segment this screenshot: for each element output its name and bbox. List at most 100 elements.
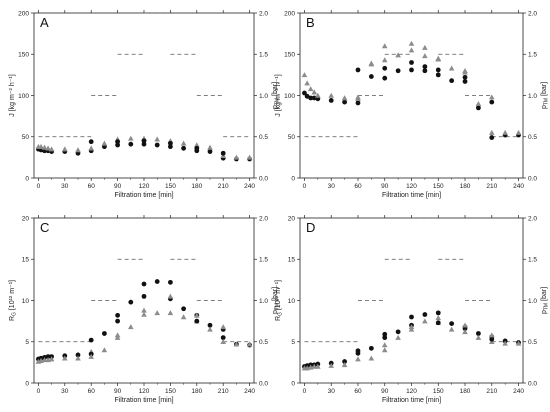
y-tick-label: 10 [288,298,296,305]
data-point-triangle [246,154,253,160]
x-tick-label: 240 [513,388,524,395]
data-point-triangle [220,338,226,344]
x-tick-label: 180 [460,388,471,395]
right-tick-label: 1.5 [259,257,268,264]
x-tick-label: 60 [88,388,96,395]
right-tick-label: 2.0 [528,10,537,17]
data-point-triangle [475,100,482,106]
y-tick-label: 100 [18,93,29,100]
data-point-triangle [62,146,68,152]
y-tick-label: 200 [284,10,295,17]
data-point-circle [141,281,147,287]
data-point-circle [194,145,200,151]
right-tick-label: 0.0 [259,175,268,182]
data-point-triangle [88,145,94,151]
data-point-triangle [180,314,187,320]
x-axis-label: Filtration time [min] [114,397,173,404]
data-point-circle [409,60,414,65]
x-tick-label: 120 [406,388,417,395]
right-tick-label: 0.5 [528,134,537,141]
data-point-circle [88,139,94,145]
data-point-circle [355,348,361,354]
data-point-triangle [311,89,318,95]
data-point-circle [181,306,187,312]
data-point-circle [128,141,134,147]
x-tick-label: 210 [486,183,497,190]
right-axis-label: pTM [bar] [541,82,550,109]
right-tick-label: 2.0 [259,10,268,17]
data-point-circle [476,331,481,336]
data-point-triangle [128,324,134,330]
panel-label: D [306,220,315,235]
data-point-circle [168,279,173,285]
x-tick-label: 90 [114,388,122,395]
panel-label: A [40,15,49,30]
data-point-circle [194,318,200,324]
right-axis-label: pTM [bar] [541,287,550,314]
data-point-triangle [435,315,442,321]
x-tick-label: 0 [303,388,307,395]
data-point-circle [489,336,495,342]
data-point-triangle [154,310,160,316]
data-point-triangle [341,362,348,368]
data-point-circle [115,312,120,318]
data-point-triangle [408,47,415,53]
right-tick-label: 0.5 [259,134,268,141]
x-tick-label: 150 [165,183,176,190]
data-point-triangle [38,143,44,149]
data-point-circle [220,335,226,341]
x-tick-label: 30 [328,388,336,395]
data-point-triangle [408,40,415,46]
y-tick-label: 150 [18,52,29,59]
panel-label: B [306,15,315,30]
right-tick-label: 0.0 [528,175,537,182]
x-tick-label: 180 [191,183,202,190]
right-tick-label: 2.0 [528,215,537,222]
y-axis-label: J [kg m⁻² h⁻¹] [9,74,16,116]
x-tick-label: 30 [328,183,336,190]
data-point-triangle [395,334,401,340]
data-point-triangle [128,135,134,141]
x-tick-label: 240 [244,388,255,395]
data-point-triangle [233,154,240,160]
data-point-circle [207,322,213,328]
data-point-circle [489,99,495,105]
data-point-circle [207,149,213,155]
x-tick-label: 60 [88,183,96,190]
data-point-circle [435,320,441,326]
y-tick-label: 200 [18,10,29,17]
data-point-triangle [75,355,81,361]
data-point-triangle [141,307,147,313]
y-tick-label: 50 [288,134,296,141]
x-tick-label: 180 [191,388,202,395]
right-tick-label: 1.5 [259,52,268,59]
data-point-triangle [328,362,335,368]
data-point-triangle [381,342,388,348]
data-point-circle [449,321,455,326]
data-point-circle [181,145,187,151]
panel-a: 0 30 60 90 120 150 180 210 240 Filtration time [m… [9,10,281,199]
data-point-triangle [448,65,455,71]
data-point-triangle [328,92,335,98]
x-axis-label: Filtration time [min] [382,192,441,199]
x-tick-label: 60 [354,388,362,395]
data-point-triangle [311,363,318,369]
right-tick-label: 1.5 [528,257,537,264]
data-point-circle [355,67,361,73]
data-point-triangle [41,357,48,363]
data-point-circle [368,74,374,79]
data-point-triangle [301,72,308,78]
data-point-triangle [154,136,160,142]
data-point-circle [476,105,481,111]
data-point-triangle [381,57,388,63]
data-point-triangle [475,334,482,340]
data-point-triangle [101,140,108,146]
data-point-circle [462,79,468,84]
data-point-triangle [462,322,468,328]
data-point-circle [395,329,401,335]
x-tick-label: 30 [61,388,69,395]
data-point-triangle [180,140,187,146]
data-point-triangle [368,61,375,67]
data-point-triangle [341,95,348,101]
right-tick-label: 0.5 [259,339,268,346]
